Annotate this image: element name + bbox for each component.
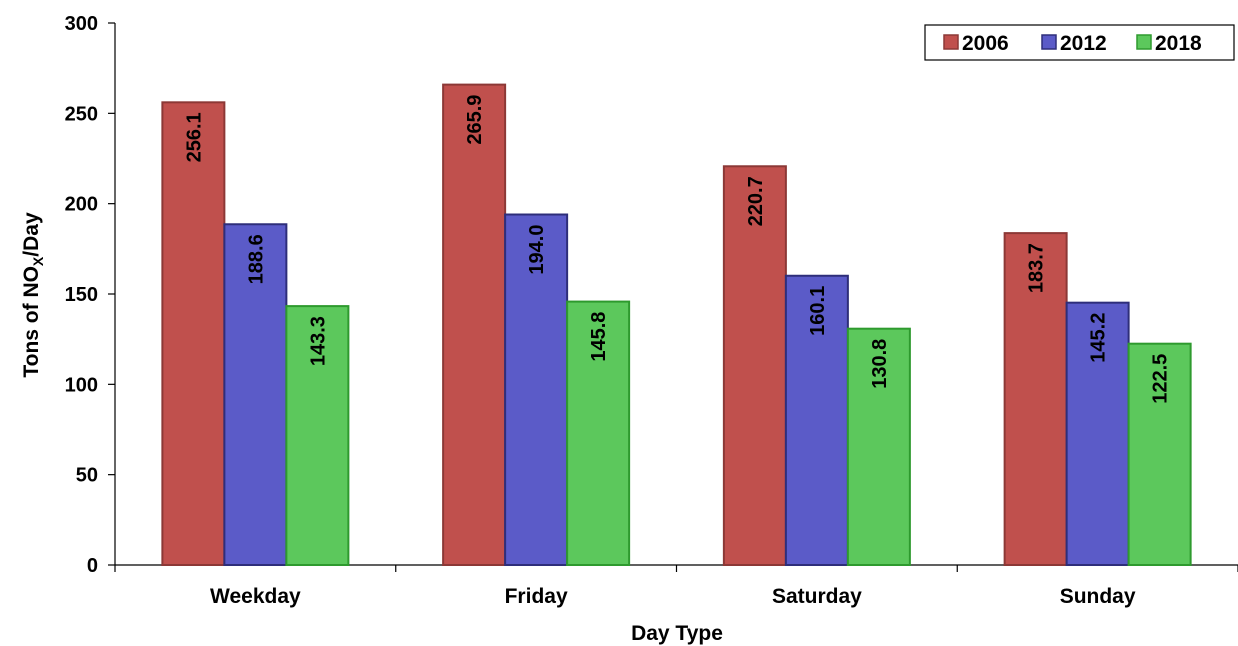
y-tick-label: 200	[65, 194, 98, 216]
data-label: 194.0	[526, 225, 548, 275]
bar-2006-friday	[442, 83, 507, 566]
bar-2006-weekday	[161, 101, 226, 567]
data-label: 122.5	[1150, 354, 1172, 404]
x-tick-label: Sunday	[1060, 585, 1136, 608]
bar-2018-sunday	[1127, 342, 1192, 566]
legend-swatch-2018	[1136, 34, 1152, 50]
legend-label-2012: 2012	[1060, 32, 1107, 55]
y-tick-label: 0	[87, 555, 98, 577]
data-label: 256.1	[183, 112, 205, 162]
x-axis-title: Day Type	[631, 622, 723, 645]
bar-2006-sunday	[1003, 232, 1068, 566]
data-label: 188.6	[245, 234, 267, 284]
data-label: 145.2	[1088, 313, 1110, 363]
bar-2018-saturday	[846, 327, 911, 566]
data-label: 130.8	[869, 339, 891, 389]
data-label: 265.9	[464, 95, 486, 145]
legend: 2006 2012 2018	[924, 24, 1235, 61]
data-label: 183.7	[1026, 243, 1048, 293]
x-axis: Weekday Friday Saturday Sunday	[114, 564, 1238, 608]
legend-label-2018: 2018	[1155, 32, 1202, 55]
data-label: 160.1	[807, 286, 829, 336]
y-tick-label: 100	[65, 374, 98, 396]
bar-2012-friday	[504, 213, 569, 567]
y-axis: 0 50 100 150 200 250 300	[65, 13, 116, 577]
x-tick-label: Saturday	[772, 585, 862, 608]
bar-2018-friday	[566, 300, 631, 566]
y-tick-label: 150	[65, 284, 98, 306]
bar-2012-weekday	[223, 223, 288, 566]
data-label: 220.7	[745, 176, 767, 226]
bars	[161, 83, 1192, 567]
data-label: 145.8	[588, 312, 610, 362]
legend-box	[924, 24, 1235, 61]
y-tick-label: 300	[65, 13, 98, 35]
x-tick-label: Weekday	[210, 585, 301, 608]
data-label: 143.3	[307, 316, 329, 366]
legend-label-2006: 2006	[962, 32, 1009, 55]
bar-2018-weekday	[285, 305, 350, 566]
data-labels: 256.1 188.6 143.3 265.9 194.0 145.8 220.7 160.1…	[183, 95, 1171, 404]
x-tick-label: Friday	[505, 585, 568, 608]
legend-swatch-2006	[943, 34, 959, 50]
y-axis-title-main: Tons of NO	[20, 266, 43, 378]
y-axis-title-subscript: X	[30, 256, 46, 266]
bar-2006-saturday	[722, 165, 787, 566]
y-axis-title-tail: /Day	[20, 212, 43, 257]
bar-2012-sunday	[1065, 301, 1130, 566]
y-tick-label: 50	[76, 465, 98, 487]
y-tick-label: 250	[65, 103, 98, 125]
legend-swatch-2012	[1041, 34, 1057, 50]
y-axis-title: Tons of NOX/Day	[20, 212, 46, 378]
